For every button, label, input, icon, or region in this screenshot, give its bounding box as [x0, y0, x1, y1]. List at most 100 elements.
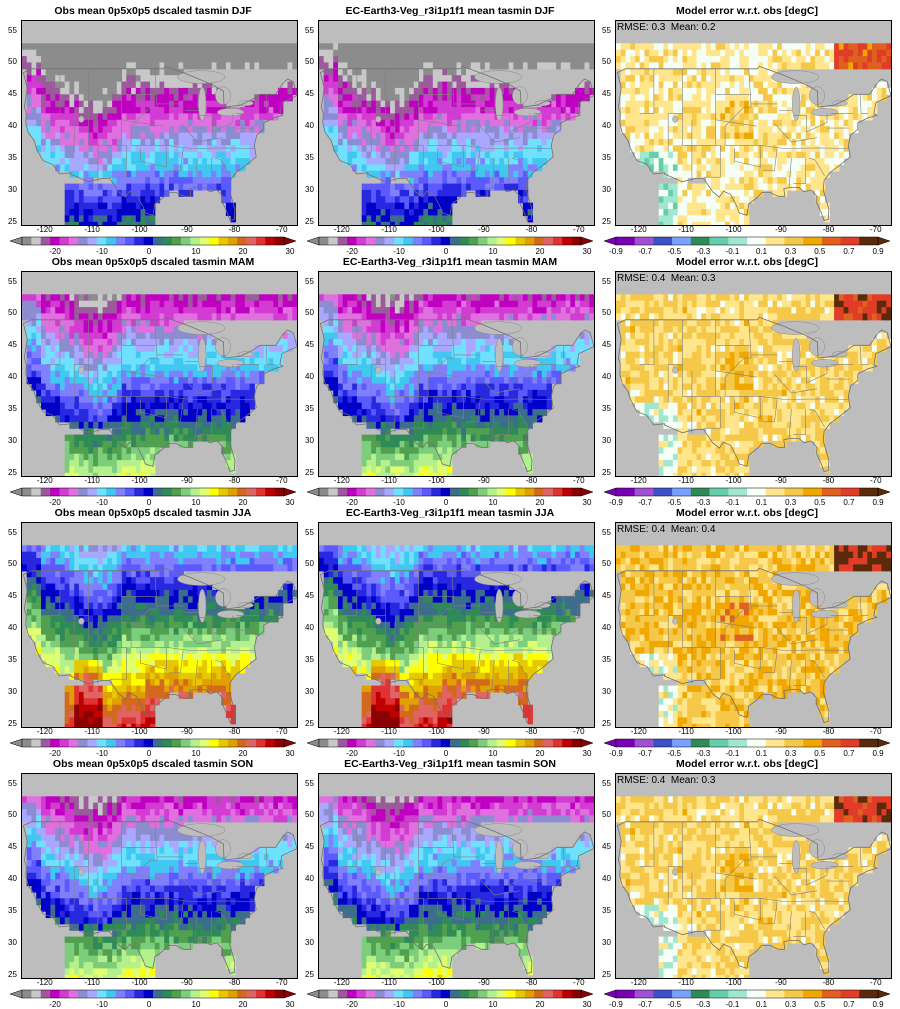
colorbar-label: -10 [87, 1000, 117, 1009]
colorbar-swatch [635, 488, 654, 496]
lat-tick-label: 30 [305, 436, 317, 445]
map-panel: Model error w.r.t. obs [degC]RMSE: 0.4 M… [602, 757, 892, 1007]
lake-shape [512, 589, 527, 607]
lon-tick-label: -70 [267, 727, 297, 737]
lon-tick-label: -110 [374, 978, 404, 988]
colorbar-label: 0 [134, 1000, 164, 1009]
colorbar [8, 236, 298, 246]
colorbar-swatch [106, 990, 116, 998]
colorbar-swatch [459, 237, 469, 245]
lat-tick-label: 35 [8, 906, 20, 915]
colorbar-swatch [338, 237, 348, 245]
lake-shape [673, 618, 679, 624]
lake-shape [215, 840, 230, 858]
lat-tick-label: 25 [602, 217, 614, 226]
colorbar-swatch [247, 990, 257, 998]
map-panel: Model error w.r.t. obs [degC]RMSE: 0.3 M… [602, 4, 892, 254]
colorbar-swatch [766, 488, 785, 496]
colorbar-swatch [134, 739, 144, 747]
colorbar-swatch [822, 739, 841, 747]
colorbar-swatch [347, 739, 357, 747]
colorbar-swatch [497, 237, 507, 245]
colorbar-low-arrow [10, 990, 22, 998]
colorbar-swatch [22, 488, 32, 496]
lon-tick-label: -70 [861, 978, 891, 988]
colorbar-swatch [97, 488, 107, 496]
lake-shape [809, 87, 824, 105]
lon-tick-label: -110 [671, 978, 701, 988]
colorbar-swatch [78, 739, 88, 747]
colorbar-swatch [275, 990, 285, 998]
panel-title: EC-Earth3-Veg_r3i1p1f1 mean tasmin MAM [305, 255, 595, 269]
lat-tick-label: 35 [305, 906, 317, 915]
lon-tick-label: -80 [813, 978, 843, 988]
colorbar-swatch [247, 488, 257, 496]
colorbar-swatch [153, 739, 163, 747]
colorbar-swatch [822, 488, 841, 496]
map-canvas [319, 523, 594, 727]
colorbar-swatch [219, 237, 229, 245]
lat-tick-label: 45 [602, 591, 614, 600]
colorbar-swatch [247, 237, 257, 245]
colorbar-swatch [125, 739, 135, 747]
lon-tick-label: -110 [671, 225, 701, 235]
colorbar-swatch [422, 237, 432, 245]
map-area [21, 522, 298, 728]
colorbar-swatch [784, 990, 803, 998]
colorbar-swatch [841, 990, 860, 998]
lon-tick-label: -100 [125, 225, 155, 235]
lake-shape [217, 359, 244, 367]
panel-title: Obs mean 0p5x0p5 dscaled tasmin JJA [8, 506, 298, 520]
colorbar-high-arrow [878, 739, 890, 747]
colorbar-label: 0 [431, 1000, 461, 1009]
colorbar-swatch [41, 990, 51, 998]
data-field [616, 294, 891, 476]
lat-tick-label: 45 [305, 340, 317, 349]
lake-shape [809, 840, 824, 858]
colorbar-swatch [200, 990, 210, 998]
colorbar-swatch [153, 237, 163, 245]
colorbar-low-arrow [604, 990, 616, 998]
colorbar-swatch [497, 488, 507, 496]
colorbar-swatch [553, 237, 563, 245]
lon-tick-label: -80 [516, 978, 546, 988]
lake-shape [772, 824, 819, 837]
data-field [319, 796, 594, 978]
lake-shape [514, 359, 541, 367]
colorbar-low-arrow [307, 990, 319, 998]
lake-shape [79, 367, 85, 373]
lat-tick-label: 45 [602, 340, 614, 349]
colorbar-swatch [181, 990, 191, 998]
colorbar-swatch [469, 488, 479, 496]
map-canvas [319, 774, 594, 978]
lon-tick-label: -100 [125, 727, 155, 737]
lat-tick-label: 30 [305, 938, 317, 947]
colorbar-label: 20 [228, 1000, 258, 1009]
colorbar-swatch [710, 739, 729, 747]
colorbar-swatch [356, 237, 366, 245]
colorbar-swatch [403, 990, 413, 998]
colorbar-label: 0.9 [863, 1000, 893, 1009]
colorbar-swatch [209, 237, 219, 245]
lake-shape [178, 322, 225, 335]
lat-tick-label: 40 [305, 623, 317, 632]
panel-title: Model error w.r.t. obs [degC] [602, 506, 892, 520]
colorbar-swatch [200, 488, 210, 496]
lat-tick-label: 30 [8, 938, 20, 947]
colorbar-swatch [572, 488, 582, 496]
colorbar-low-arrow [604, 237, 616, 245]
colorbar-swatch [59, 488, 69, 496]
lat-tick-label: 25 [305, 468, 317, 477]
lon-tick-label: -80 [813, 727, 843, 737]
colorbar-low-arrow [307, 739, 319, 747]
lat-tick-label: 55 [8, 779, 20, 788]
colorbar-swatch [422, 739, 432, 747]
colorbar-swatch [319, 990, 329, 998]
colorbar-swatch [441, 237, 451, 245]
lat-tick-label: 40 [8, 623, 20, 632]
colorbar-high-arrow [284, 990, 296, 998]
lake-shape [811, 861, 838, 869]
colorbar-swatch [69, 990, 79, 998]
